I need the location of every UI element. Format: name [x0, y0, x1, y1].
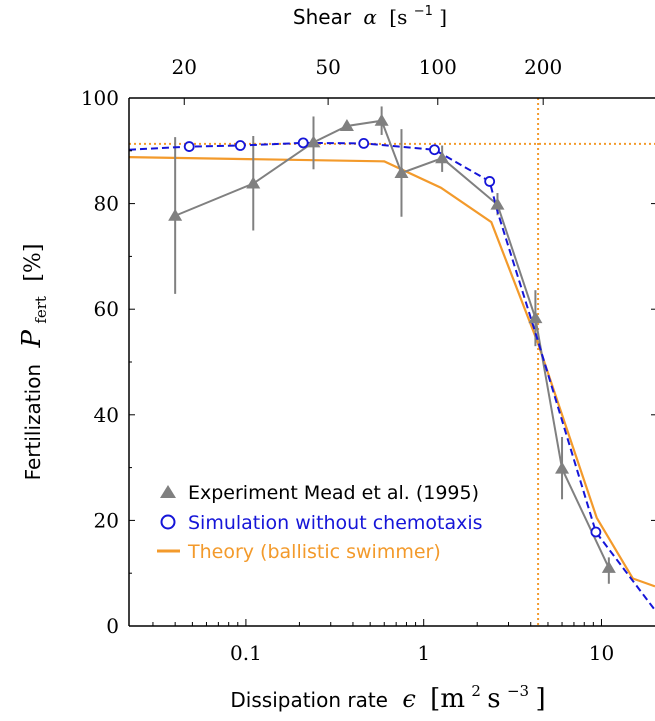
- y-tick-label: 100: [81, 86, 119, 110]
- experiment-point: [374, 113, 389, 126]
- x-tick-label: 10: [589, 641, 614, 665]
- x-axis-title-text: Dissipation rate: [230, 688, 388, 712]
- y-axis-title: Fertilization P fert [%]: [17, 244, 51, 481]
- y-tick-label: 60: [94, 297, 119, 321]
- top-axis-title-text: Shear: [293, 5, 352, 29]
- simulation-point: [234, 140, 246, 151]
- x-axis-symbol: ϵ: [402, 685, 415, 713]
- top-axis-unit-exp: −1: [414, 4, 433, 19]
- legend: Experiment Mead et al. (1995) Simulation…: [157, 482, 483, 563]
- y-axis-symbol: P: [17, 330, 47, 349]
- top-tick-label: 100: [419, 55, 457, 79]
- x-tick-label: 0.1: [230, 641, 262, 665]
- experiment-point: [601, 560, 616, 573]
- experiment-point: [246, 176, 261, 189]
- simulation-line: [129, 141, 655, 611]
- top-tick-label: 50: [315, 55, 340, 79]
- y-tick-label: 80: [94, 192, 119, 216]
- legend-label-simulation: Simulation without chemotaxis: [188, 512, 483, 534]
- x-axis-unit: [m: [430, 684, 465, 714]
- x-axis-unit-close: ]: [535, 684, 545, 714]
- top-axis-unit: [s: [389, 5, 407, 29]
- plot-area: 0 20 40 60 80 100 0.1 1 10 20 50 100 200: [81, 55, 655, 665]
- top-tick-label: 200: [524, 55, 562, 79]
- y-axis-symbol-sub: fert: [32, 296, 50, 324]
- legend-label-theory: Theory (ballistic swimmer): [187, 541, 441, 563]
- legend-label-experiment: Experiment Mead et al. (1995): [188, 482, 479, 504]
- x-axis-unit-exp1: 2: [471, 682, 481, 700]
- experiment-point: [435, 151, 450, 164]
- simulation-point: [590, 526, 602, 538]
- experiment-point: [168, 208, 183, 221]
- y-axis-unit: [%]: [21, 244, 46, 282]
- experiment-point: [306, 135, 321, 148]
- x-axis-title: Dissipation rate ϵ [m 2 s −3 ]: [230, 677, 545, 714]
- theory-line: [129, 156, 655, 588]
- simulation-point: [297, 137, 309, 149]
- legend-marker-simulation: [160, 514, 176, 530]
- x-axis-unit-mid: s: [487, 684, 500, 714]
- plot-data-group: [129, 98, 655, 626]
- simulation-point: [358, 138, 370, 149]
- x-axis-unit-exp2: −3: [507, 682, 529, 700]
- legend-marker-experiment: [160, 485, 176, 498]
- top-axis-symbol: α: [363, 5, 377, 29]
- experiment-point: [490, 197, 505, 210]
- simulation-point: [484, 176, 496, 187]
- y-axis-title-text: Fertilization: [21, 364, 45, 481]
- y-tick-label: 40: [94, 403, 119, 427]
- experiment-point: [555, 461, 570, 474]
- y-tick-label: 0: [106, 614, 119, 638]
- top-axis-title: Shear α [s −1 ]: [293, 0, 447, 29]
- x-tick-label: 1: [417, 641, 430, 665]
- simulation-point: [429, 144, 440, 156]
- experiment-point: [339, 118, 354, 131]
- top-axis-unit-close: ]: [439, 5, 447, 29]
- simulation-point: [183, 141, 195, 152]
- experiment-point: [394, 165, 409, 178]
- experiment-point: [528, 311, 543, 324]
- y-tick-label: 20: [94, 508, 119, 532]
- top-tick-label: 20: [172, 55, 197, 79]
